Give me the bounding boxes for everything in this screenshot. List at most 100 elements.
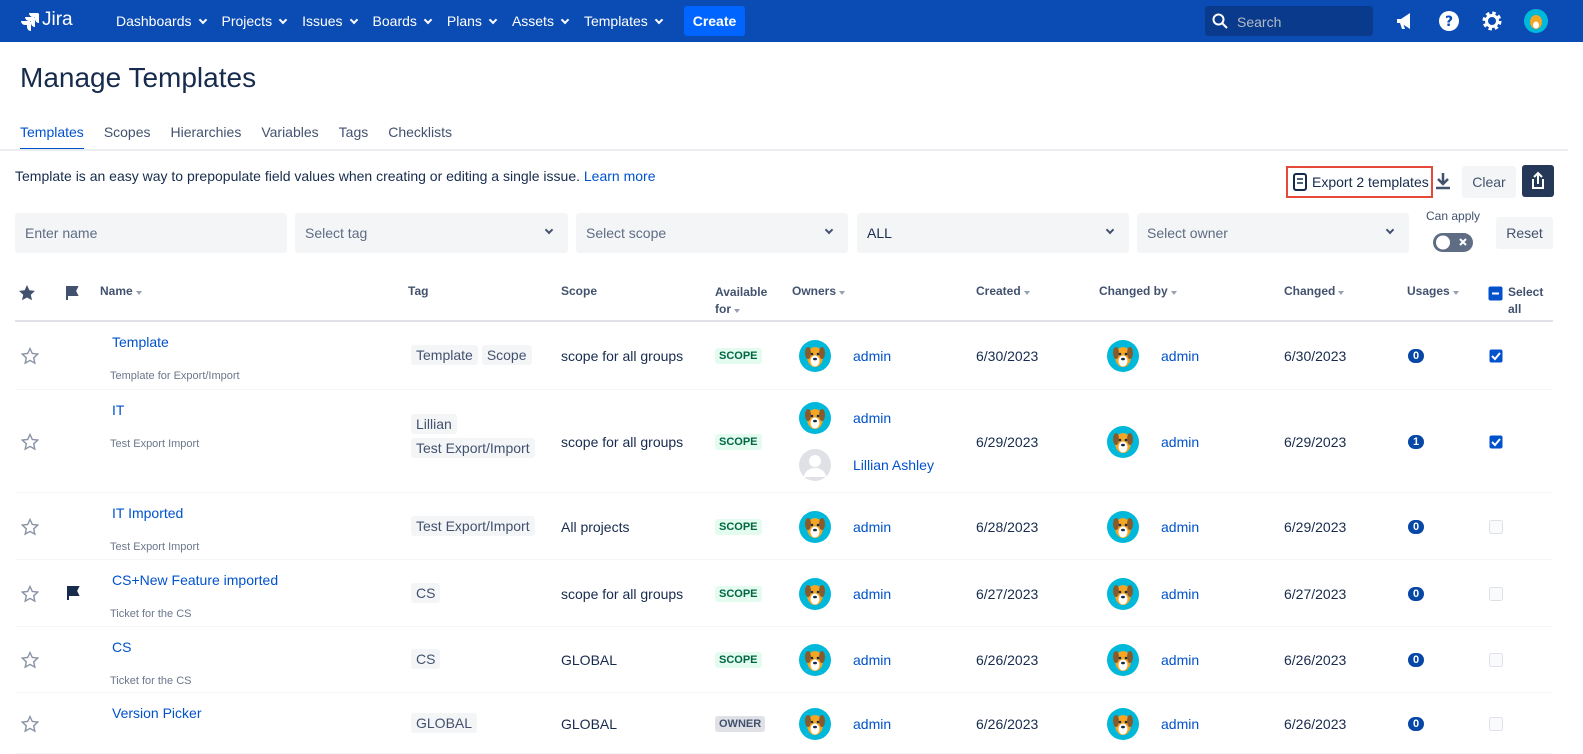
- nav-menu[interactable]: Issues: [302, 13, 358, 29]
- owner-name[interactable]: admin: [853, 348, 892, 364]
- tag: Lillian: [411, 413, 457, 434]
- select-checkbox[interactable]: [1489, 349, 1503, 363]
- tag-filter[interactable]: Select tag: [295, 213, 568, 253]
- changed-by[interactable]: admin: [1161, 433, 1200, 450]
- template-name[interactable]: IT: [112, 402, 125, 418]
- template-name[interactable]: Template: [112, 334, 169, 350]
- template-name[interactable]: CS: [112, 639, 132, 655]
- star-button[interactable]: [20, 517, 40, 536]
- usages-badge: 0: [1408, 349, 1425, 363]
- usages-badge: 0: [1408, 716, 1425, 731]
- available-badge: SCOPE: [715, 585, 762, 602]
- svg-text:?: ?: [1445, 14, 1453, 30]
- brand[interactable]: Jira: [42, 9, 73, 30]
- header-usages[interactable]: Usages: [1407, 284, 1459, 298]
- tab[interactable]: Variables: [261, 124, 319, 140]
- share-button[interactable]: [1522, 165, 1554, 197]
- menus: Dashboards Projects Issues Boards Plans Asset…: [116, 0, 664, 42]
- document-icon: [1293, 173, 1307, 191]
- owner-avatar: [799, 510, 831, 543]
- scope-filter[interactable]: Select scope: [576, 213, 848, 253]
- usages-badge: 0: [1408, 519, 1425, 534]
- owner-name[interactable]: Lillian Ashley: [853, 457, 934, 473]
- chevron: [198, 15, 207, 25]
- header-created[interactable]: Created: [976, 284, 1030, 298]
- header-changed[interactable]: Changed: [1284, 284, 1344, 298]
- reset-button[interactable]: Reset: [1496, 217, 1553, 249]
- can-apply-toggle[interactable]: [1432, 232, 1474, 253]
- table-row: Template Template for Export/Import Templa…: [15, 322, 1553, 390]
- owner-avatar: [799, 577, 831, 610]
- nav-menu[interactable]: Projects: [222, 13, 288, 29]
- nav-menu[interactable]: Dashboards: [116, 13, 207, 29]
- changed-by[interactable]: admin: [1161, 652, 1200, 668]
- tab[interactable]: Checklists: [388, 124, 453, 140]
- owner-name[interactable]: admin: [853, 652, 892, 668]
- tag: CS: [411, 649, 441, 669]
- nav-menu[interactable]: Templates: [584, 13, 664, 29]
- owner-name[interactable]: admin: [853, 518, 892, 535]
- template-name[interactable]: IT Imported: [112, 505, 184, 521]
- search-box[interactable]: Search: [1205, 6, 1373, 36]
- profile-avatar[interactable]: [1524, 9, 1548, 33]
- select-all-checkbox[interactable]: [1488, 286, 1503, 301]
- owner-name[interactable]: admin: [853, 410, 892, 426]
- owner-name[interactable]: admin: [853, 715, 892, 732]
- export-button[interactable]: Export 2 templates: [1286, 166, 1433, 198]
- nav-menu[interactable]: Plans: [447, 13, 498, 29]
- learn-more-link[interactable]: Learn more: [583, 168, 656, 184]
- changed-by[interactable]: admin: [1161, 715, 1200, 732]
- template-name[interactable]: CS+New Feature imported: [112, 572, 279, 588]
- select-checkbox[interactable]: [1489, 653, 1503, 667]
- nav-menu[interactable]: Boards: [372, 13, 433, 29]
- header-available[interactable]: Available for: [715, 284, 775, 318]
- star-button[interactable]: [20, 346, 40, 365]
- help-icon[interactable]: ?: [1438, 10, 1460, 32]
- star-button[interactable]: [20, 714, 40, 733]
- star-button[interactable]: [20, 432, 40, 451]
- scope: scope for all groups: [561, 348, 684, 364]
- description-text: Template is an easy way to prepopulate f…: [15, 168, 580, 184]
- select-checkbox[interactable]: [1489, 586, 1503, 601]
- scope: scope for all groups: [561, 585, 684, 602]
- nav-menu-label: Dashboards: [116, 13, 192, 29]
- changed-by[interactable]: admin: [1161, 518, 1200, 535]
- flag-icon: [66, 585, 80, 601]
- owner-avatar: [799, 449, 831, 481]
- download-icon[interactable]: [1435, 172, 1451, 190]
- chevron: [278, 15, 288, 25]
- changed-by-avatar: [1107, 577, 1139, 610]
- select-checkbox[interactable]: [1489, 519, 1503, 534]
- header-name[interactable]: Name: [100, 284, 142, 298]
- description: Template is an easy way to prepopulate f…: [15, 168, 655, 184]
- tab[interactable]: Hierarchies: [170, 124, 242, 140]
- tag: Test Export/Import: [411, 515, 535, 536]
- tab[interactable]: Scopes: [103, 124, 151, 140]
- nav-menu-label: Assets: [511, 13, 554, 29]
- template-name[interactable]: Version Picker: [112, 705, 202, 721]
- header-changed-by[interactable]: Changed by: [1099, 284, 1177, 298]
- select-checkbox[interactable]: [1489, 716, 1503, 731]
- create-button[interactable]: Create: [684, 6, 745, 36]
- changed-by-avatar: [1107, 510, 1139, 543]
- star-button[interactable]: [20, 584, 40, 603]
- changed-by[interactable]: admin: [1161, 348, 1200, 364]
- owner-name[interactable]: admin: [853, 585, 892, 602]
- header-owners[interactable]: Owners: [792, 284, 845, 298]
- tab[interactable]: Templates: [20, 124, 84, 150]
- notifications-icon[interactable]: [1394, 10, 1418, 32]
- scope: GLOBAL: [561, 652, 618, 668]
- changed-by[interactable]: admin: [1161, 585, 1200, 602]
- created: 6/27/2023: [976, 585, 1039, 602]
- owner-filter[interactable]: Select owner: [1137, 213, 1409, 253]
- nav-menu-label: Boards: [372, 13, 417, 29]
- clear-button[interactable]: Clear: [1462, 166, 1516, 198]
- nav-menu[interactable]: Assets: [511, 13, 570, 29]
- available-filter[interactable]: ALL: [857, 213, 1129, 253]
- tab[interactable]: Tags: [338, 124, 369, 140]
- settings-icon[interactable]: [1481, 10, 1503, 32]
- star-button[interactable]: [20, 650, 40, 669]
- name-filter[interactable]: Enter name: [15, 213, 287, 253]
- select-checkbox[interactable]: [1489, 435, 1503, 449]
- changed: 6/29/2023: [1284, 518, 1347, 535]
